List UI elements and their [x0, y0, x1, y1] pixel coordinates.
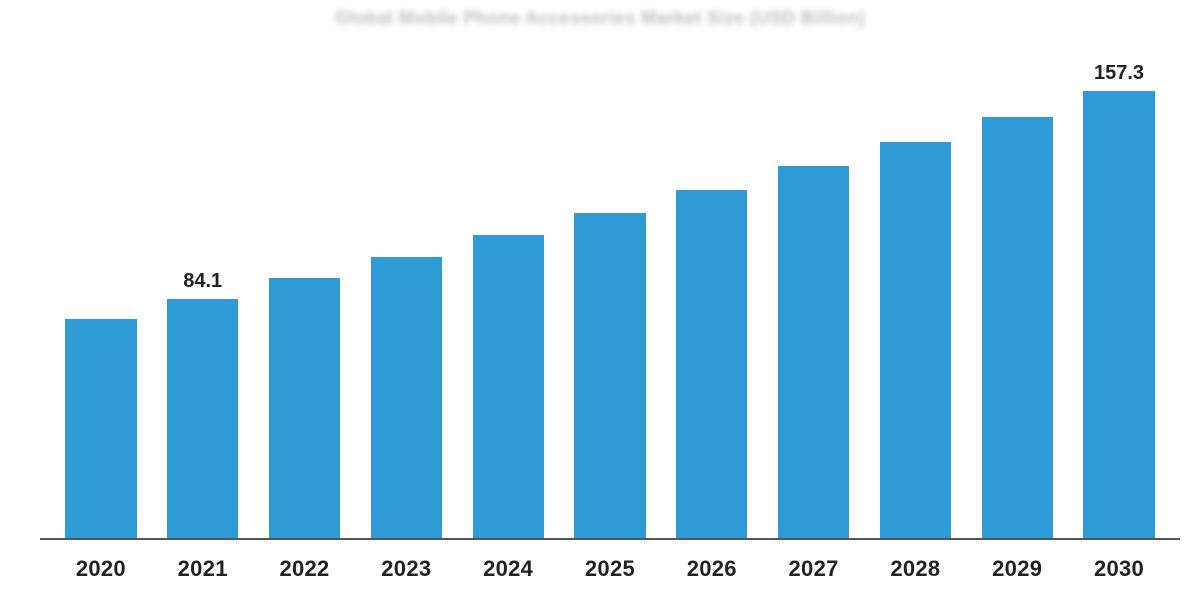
- x-tick-label: 2028: [865, 556, 967, 582]
- x-tick-label: 2026: [661, 556, 763, 582]
- bar: [371, 257, 442, 538]
- x-tick-label: 2029: [966, 556, 1068, 582]
- bar: [65, 319, 136, 538]
- bar: [1083, 91, 1154, 538]
- bar-slot: [355, 55, 457, 538]
- x-tick-label: 2021: [152, 556, 254, 582]
- bar-value-label: 84.1: [183, 270, 222, 293]
- x-axis: 2020202120222023202420252026202720282029…: [40, 556, 1180, 582]
- bar-slot: 84.1: [152, 55, 254, 538]
- chart-title: Global Mobile Phone Accessories Market S…: [0, 8, 1200, 29]
- bar-slot: [50, 55, 152, 538]
- bar: [574, 213, 645, 538]
- bar-chart: Global Mobile Phone Accessories Market S…: [0, 0, 1200, 600]
- x-tick-label: 2020: [50, 556, 152, 582]
- bar: [167, 299, 238, 538]
- bar: [473, 235, 544, 538]
- x-tick-label: 2022: [254, 556, 356, 582]
- bars-container: 84.1 157.3: [40, 55, 1180, 538]
- x-tick-label: 2024: [457, 556, 559, 582]
- x-tick-label: 2023: [355, 556, 457, 582]
- bar-slot: [457, 55, 559, 538]
- x-tick-label: 2025: [559, 556, 661, 582]
- bar: [982, 117, 1053, 538]
- bar-slot: [559, 55, 661, 538]
- x-tick-label: 2030: [1068, 556, 1170, 582]
- bar: [778, 166, 849, 538]
- bar-slot: [661, 55, 763, 538]
- x-axis-line: [40, 538, 1180, 540]
- bar-slot: [763, 55, 865, 538]
- bar-slot: [865, 55, 967, 538]
- bar: [676, 190, 747, 538]
- bar: [880, 142, 951, 538]
- plot-area: 84.1 157.3: [40, 55, 1180, 540]
- x-tick-label: 2027: [763, 556, 865, 582]
- bar-value-label: 157.3: [1094, 62, 1144, 85]
- bar-slot: [254, 55, 356, 538]
- bar-slot: [966, 55, 1068, 538]
- bar: [269, 278, 340, 538]
- bar-slot: 157.3: [1068, 55, 1170, 538]
